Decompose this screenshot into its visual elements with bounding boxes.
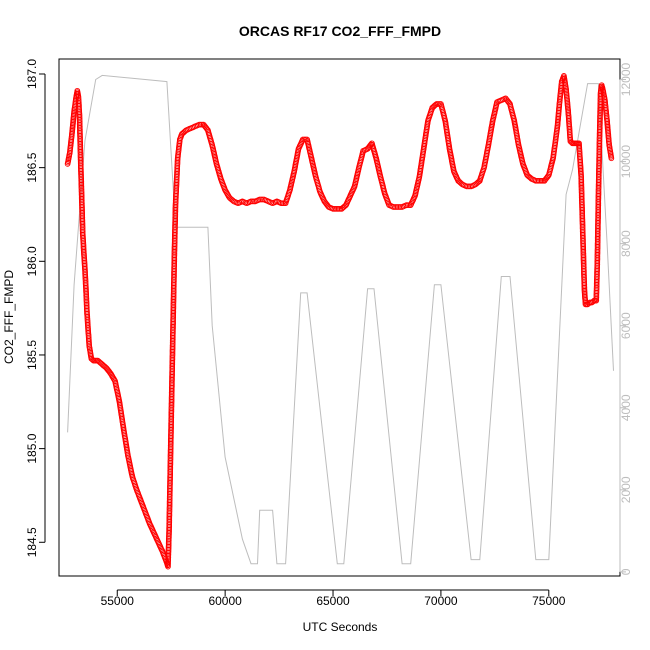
y-tick-label: 187.0 [25, 59, 39, 89]
plot-frame [58, 58, 621, 577]
right-y-axis: 0 2000 4000 6000 8000 10000 12000 [619, 63, 633, 576]
y2-tick-label: 12000 [619, 63, 633, 97]
y2-tick-label: 0 [619, 568, 633, 575]
data-point [608, 155, 615, 162]
co2-series [64, 73, 615, 570]
altitude-series [67, 74, 614, 565]
y-tick-label: 186.5 [25, 152, 39, 182]
y-tick-label: 185.0 [25, 433, 39, 463]
y-tick-label: 184.5 [25, 527, 39, 557]
altitude-line [67, 74, 614, 565]
x-axis: 55000 60000 65000 70000 75000 [101, 589, 566, 608]
data-point [432, 102, 439, 108]
x-axis-label: UTC Seconds [303, 620, 378, 634]
y-axis-label: CO2_FFF_FMPD [2, 270, 16, 364]
chart-title: ORCAS RF17 CO2_FFF_FMPD [239, 23, 441, 39]
y2-tick-label: 8000 [619, 230, 633, 257]
x-tick-label: 65000 [316, 594, 350, 608]
y2-tick-label: 4000 [619, 394, 633, 421]
y-tick-label: 186.0 [25, 246, 39, 276]
y2-tick-label: 10000 [619, 145, 633, 179]
y-tick-label: 185.5 [25, 340, 39, 370]
x-tick-label: 75000 [532, 594, 566, 608]
y2-tick-label: 6000 [619, 312, 633, 339]
y-axis: 184.5 185.0 185.5 186.0 186.5 187.0 [25, 59, 46, 557]
x-tick-label: 55000 [101, 594, 135, 608]
y2-tick-label: 2000 [619, 476, 633, 503]
x-tick-label: 70000 [424, 594, 458, 608]
x-tick-label: 60000 [208, 594, 242, 608]
